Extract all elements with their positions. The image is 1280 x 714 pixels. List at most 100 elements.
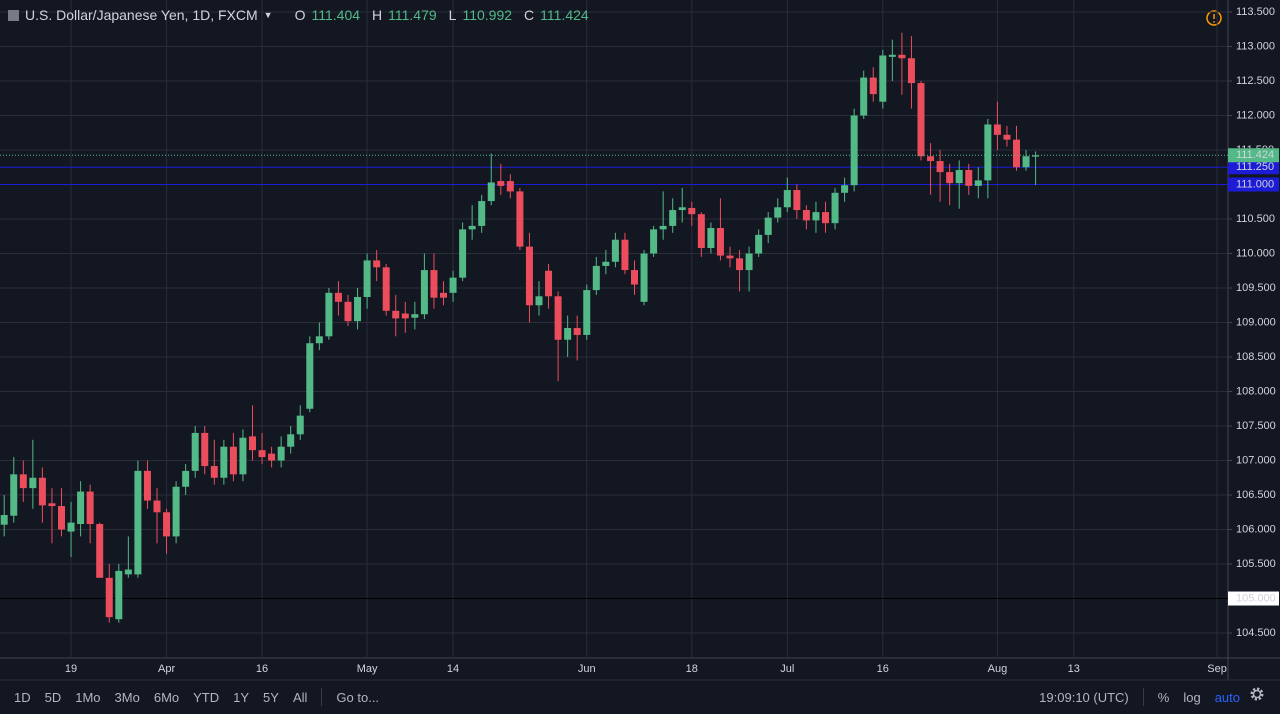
candle-body <box>306 343 314 409</box>
ohlc-value: 111.404 <box>311 7 361 23</box>
y-tick-label: 113.000 <box>1236 40 1275 52</box>
candle-body <box>77 491 85 524</box>
candle-body <box>688 207 696 215</box>
y-tick-label: 110.000 <box>1236 247 1275 259</box>
y-tick-label: 108.500 <box>1236 351 1276 363</box>
y-tick-label: 110.500 <box>1236 213 1275 225</box>
candle-body <box>1013 139 1020 168</box>
candle-body <box>783 190 791 208</box>
toolbar-right: 19:09:10 (UTC) % log auto <box>1025 680 1280 714</box>
candle-body <box>650 229 658 254</box>
range-button[interactable]: 3Mo <box>114 689 140 705</box>
candle-body <box>755 234 763 254</box>
candle-body <box>210 466 218 478</box>
goto-button[interactable]: Go to... <box>336 689 380 705</box>
price-line-label-bg <box>1228 160 1279 175</box>
candle-body <box>726 255 734 259</box>
price-line-label: 105.000 <box>1236 592 1276 604</box>
candle-body <box>802 210 810 221</box>
candle-body <box>640 253 648 302</box>
candle-body <box>631 270 638 285</box>
candle-body <box>716 227 724 256</box>
candle-body <box>201 432 209 467</box>
candle-body <box>535 296 543 306</box>
ohlc-key: C <box>524 7 535 23</box>
toolbar: 1D 5D 1Mo 3Mo 6Mo YTD 1Y 5Y All Go to... 19:09:1… <box>0 680 1280 714</box>
range-button[interactable]: 1Y <box>233 689 250 705</box>
auto-toggle[interactable]: auto <box>1214 689 1240 705</box>
alert-icon[interactable] <box>1206 10 1222 26</box>
candle-body <box>382 267 390 311</box>
log-toggle[interactable]: log <box>1183 689 1201 705</box>
range-button[interactable]: 6Mo <box>153 689 180 705</box>
symbol-caret[interactable]: ▼ <box>263 10 273 20</box>
candle-body <box>554 296 562 340</box>
candle-body <box>0 515 8 525</box>
grid <box>0 0 1228 658</box>
candle-body <box>907 58 915 84</box>
candle-body <box>1022 156 1030 168</box>
candle-body <box>659 225 667 230</box>
candle-body <box>841 185 849 193</box>
percent-toggle[interactable]: % <box>1157 689 1170 705</box>
candle-body <box>487 182 495 202</box>
candle-body <box>678 207 686 211</box>
candle-body <box>134 470 142 575</box>
x-tick-label: Apr <box>158 663 175 675</box>
candle-body <box>10 474 18 516</box>
candle-body <box>58 506 65 530</box>
symbol[interactable]: U.S. Dollar/Japanese Yen, 1D, FXCM <box>25 7 258 23</box>
x-tick-label: 19 <box>65 663 77 675</box>
candle-body <box>315 336 323 344</box>
candle-body <box>296 415 304 435</box>
candle-body <box>583 290 591 335</box>
candle-body <box>420 270 428 315</box>
candle-body <box>850 115 858 186</box>
candle-body <box>611 239 619 262</box>
settings-icon[interactable] <box>1250 687 1264 701</box>
candle-body <box>401 313 409 319</box>
candle-body <box>468 225 476 230</box>
candle-body <box>965 170 973 186</box>
y-tick-label: 109.500 <box>1236 282 1276 294</box>
candle-body <box>707 227 715 248</box>
range-button[interactable]: 1Mo <box>75 689 101 705</box>
x-tick-label: Sep <box>1207 663 1227 675</box>
candle-body <box>67 522 75 532</box>
symbol-icon <box>8 9 19 21</box>
y-tick-label: 106.500 <box>1236 489 1276 501</box>
y-tick-label: 112.000 <box>1236 109 1275 121</box>
range-button[interactable]: All <box>292 689 308 705</box>
range-button[interactable]: 5D <box>44 689 62 705</box>
ohlc-value: 111.424 <box>540 7 589 23</box>
candle-body <box>745 253 753 271</box>
legend: U.S. Dollar/Japanese Yen, 1D, FXCM ▼ O 11… <box>8 7 589 23</box>
price-line-label: 111.000 <box>1236 178 1274 190</box>
candle-body <box>1032 155 1040 157</box>
price-line-label-bg <box>1228 591 1279 606</box>
y-tick-label: 113.500 <box>1236 6 1275 18</box>
range-button[interactable]: 5Y <box>263 689 279 705</box>
candle-body <box>239 437 247 475</box>
range-group: 1D 5D 1Mo 3Mo 6Mo YTD 1Y 5Y All <box>0 690 307 705</box>
y-tick-label: 109.000 <box>1236 316 1276 328</box>
separator <box>1142 688 1144 706</box>
x-tick-label: Jun <box>578 663 596 675</box>
range-button[interactable]: 1D <box>14 689 31 705</box>
candle-body <box>860 77 868 116</box>
candle-body <box>506 181 514 192</box>
candle-body <box>736 258 744 271</box>
candle-body <box>812 212 820 221</box>
candle-body <box>153 500 161 513</box>
candle-body <box>669 210 677 226</box>
y-tick-label: 112.500 <box>1236 75 1275 87</box>
x-tick-label: Aug <box>988 663 1008 675</box>
candle-body <box>172 486 180 537</box>
range-button[interactable]: YTD <box>193 689 220 705</box>
candle-body <box>373 260 381 268</box>
candle-body <box>478 201 486 226</box>
candle-body <box>277 446 285 461</box>
separator <box>321 688 323 706</box>
